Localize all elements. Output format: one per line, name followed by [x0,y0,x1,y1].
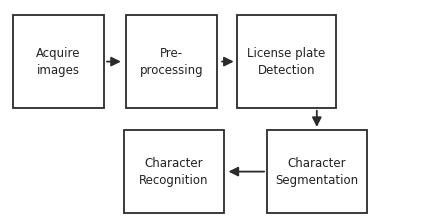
Bar [124,130,224,213]
Bar [13,15,104,108]
Text: Acquire
images: Acquire images [36,47,81,77]
Text: Character
Recognition: Character Recognition [139,157,208,187]
Bar [267,130,367,213]
Text: Pre-
processing: Pre- processing [140,47,203,77]
Bar [126,15,217,108]
Bar [237,15,336,108]
Text: License plate
Detection: License plate Detection [247,47,326,77]
Text: Character
Segmentation: Character Segmentation [275,157,358,187]
